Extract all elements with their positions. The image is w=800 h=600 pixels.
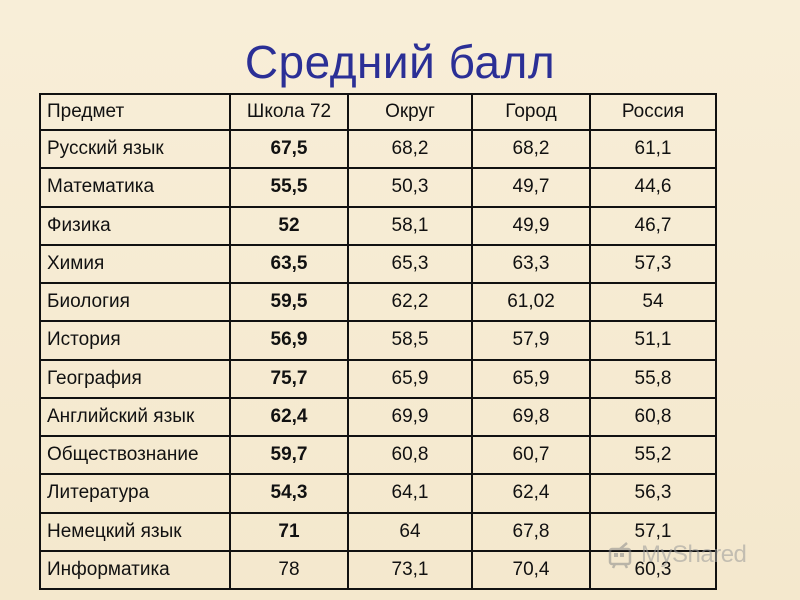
cell-russia: 60,3	[589, 549, 717, 591]
table-row: Английский язык 62,4 69,9 69,8 60,8	[39, 396, 717, 438]
cell-city: 62,4	[471, 473, 591, 514]
cell-russia: 57,1	[589, 511, 717, 552]
cell-school: 54,3	[229, 473, 349, 514]
cell-city: 68,2	[471, 128, 591, 170]
cell-city: 60,7	[471, 434, 591, 476]
table-row: Химия 63,5 65,3 63,3 57,3	[39, 243, 717, 285]
cell-district: 65,9	[347, 358, 473, 399]
cell-district: 58,1	[347, 205, 473, 246]
cell-russia: 51,1	[589, 320, 717, 361]
table-row: Биология 59,5 62,2 61,02 54	[39, 281, 717, 323]
cell-school: 59,7	[229, 434, 349, 476]
table-row: История 56,9 58,5 57,9 51,1	[39, 320, 717, 361]
cell-school: 71	[229, 511, 349, 552]
cell-subject: Биология	[39, 281, 231, 323]
table-row: География 75,7 65,9 65,9 55,8	[39, 358, 717, 399]
table-row: Русский язык 67,5 68,2 68,2 61,1	[39, 128, 717, 170]
cell-school: 55,5	[229, 167, 349, 208]
table-body: Русский язык 67,5 68,2 68,2 61,1 Математика 55…	[39, 128, 717, 591]
cell-school: 56,9	[229, 320, 349, 361]
slide-title: Средний балл	[244, 36, 556, 88]
cell-subject: История	[39, 320, 231, 361]
cell-district: 73,1	[347, 549, 473, 591]
cell-city: 67,8	[471, 511, 591, 552]
header-russia: Россия	[589, 93, 717, 131]
cell-russia: 60,8	[589, 396, 717, 438]
cell-subject: Русский язык	[39, 128, 231, 170]
cell-school: 75,7	[229, 358, 349, 399]
cell-district: 64,1	[347, 473, 473, 514]
cell-school: 59,5	[229, 281, 349, 323]
table-header-row: Предмет Школа 72 Округ Город Россия	[39, 93, 717, 131]
cell-city: 49,9	[471, 205, 591, 246]
header-school: Школа 72	[229, 93, 349, 131]
cell-city: 63,3	[471, 243, 591, 285]
cell-subject: Обществознание	[39, 434, 231, 476]
cell-city: 65,9	[471, 358, 591, 399]
average-score-table: Предмет Школа 72 Округ Город Россия Русс…	[39, 93, 717, 591]
cell-district: 65,3	[347, 243, 473, 285]
cell-school: 52	[229, 205, 349, 246]
cell-russia: 54	[589, 281, 717, 323]
table-row: Математика 55,5 50,3 49,7 44,6	[39, 167, 717, 208]
cell-russia: 55,8	[589, 358, 717, 399]
cell-city: 61,02	[471, 281, 591, 323]
cell-russia: 44,6	[589, 167, 717, 208]
cell-district: 64	[347, 511, 473, 552]
cell-school: 63,5	[229, 243, 349, 285]
cell-subject: Немецкий язык	[39, 511, 231, 552]
cell-subject: География	[39, 358, 231, 399]
cell-subject: Информатика	[39, 549, 231, 591]
cell-district: 60,8	[347, 434, 473, 476]
cell-russia: 46,7	[589, 205, 717, 246]
table-row: Немецкий язык 71 64 67,8 57,1	[39, 511, 717, 552]
cell-subject: Литература	[39, 473, 231, 514]
header-subject: Предмет	[39, 93, 231, 131]
cell-subject: Физика	[39, 205, 231, 246]
cell-russia: 61,1	[589, 128, 717, 170]
cell-school: 78	[229, 549, 349, 591]
table-row: Обществознание 59,7 60,8 60,7 55,2	[39, 434, 717, 476]
cell-city: 57,9	[471, 320, 591, 361]
cell-subject: Математика	[39, 167, 231, 208]
cell-russia: 56,3	[589, 473, 717, 514]
cell-russia: 57,3	[589, 243, 717, 285]
header-district: Округ	[347, 93, 473, 131]
header-city: Город	[471, 93, 591, 131]
table-row: Информатика 78 73,1 70,4 60,3	[39, 549, 717, 591]
cell-district: 69,9	[347, 396, 473, 438]
cell-subject: Химия	[39, 243, 231, 285]
cell-district: 50,3	[347, 167, 473, 208]
cell-russia: 55,2	[589, 434, 717, 476]
table-row: Литература 54,3 64,1 62,4 56,3	[39, 473, 717, 514]
cell-city: 70,4	[471, 549, 591, 591]
cell-district: 62,2	[347, 281, 473, 323]
cell-district: 58,5	[347, 320, 473, 361]
cell-subject: Английский язык	[39, 396, 231, 438]
cell-school: 62,4	[229, 396, 349, 438]
cell-city: 69,8	[471, 396, 591, 438]
cell-city: 49,7	[471, 167, 591, 208]
table-row: Физика 52 58,1 49,9 46,7	[39, 205, 717, 246]
cell-school: 67,5	[229, 128, 349, 170]
cell-district: 68,2	[347, 128, 473, 170]
